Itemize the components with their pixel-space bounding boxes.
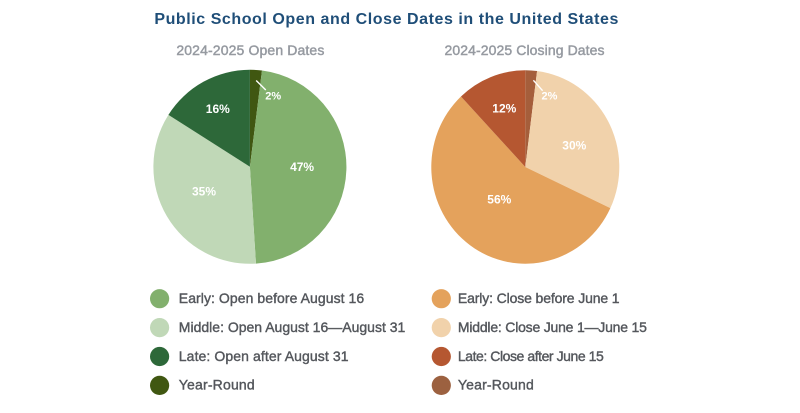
svg-text:Early: Close before June 1: Early: Close before June 1 <box>458 290 620 306</box>
svg-text:47%: 47% <box>290 160 314 174</box>
svg-text:12%: 12% <box>492 102 516 116</box>
svg-text:Middle: Open August 16—August: Middle: Open August 16—August 31 <box>179 319 406 335</box>
svg-text:Middle: Close June 1—June 15: Middle: Close June 1—June 15 <box>458 319 647 335</box>
svg-text:2024-2025 Closing Dates: 2024-2025 Closing Dates <box>445 42 605 58</box>
svg-text:Public School Open and Close D: Public School Open and Close Dates in th… <box>154 11 618 28</box>
svg-text:2024-2025 Open Dates: 2024-2025 Open Dates <box>176 42 324 58</box>
svg-text:2%: 2% <box>542 91 558 103</box>
svg-text:30%: 30% <box>562 139 586 153</box>
svg-text:Late: Open after August 31: Late: Open after August 31 <box>179 348 349 364</box>
svg-text:35%: 35% <box>192 184 216 198</box>
svg-text:Year-Round: Year-Round <box>458 377 534 393</box>
svg-text:2%: 2% <box>265 91 281 103</box>
svg-text:Early: Open before August 16: Early: Open before August 16 <box>179 290 365 306</box>
svg-text:16%: 16% <box>206 102 230 116</box>
svg-text:Late: Close after June 15: Late: Close after June 15 <box>458 348 604 364</box>
svg-text:Year-Round: Year-Round <box>179 377 255 393</box>
svg-text:56%: 56% <box>487 193 511 207</box>
